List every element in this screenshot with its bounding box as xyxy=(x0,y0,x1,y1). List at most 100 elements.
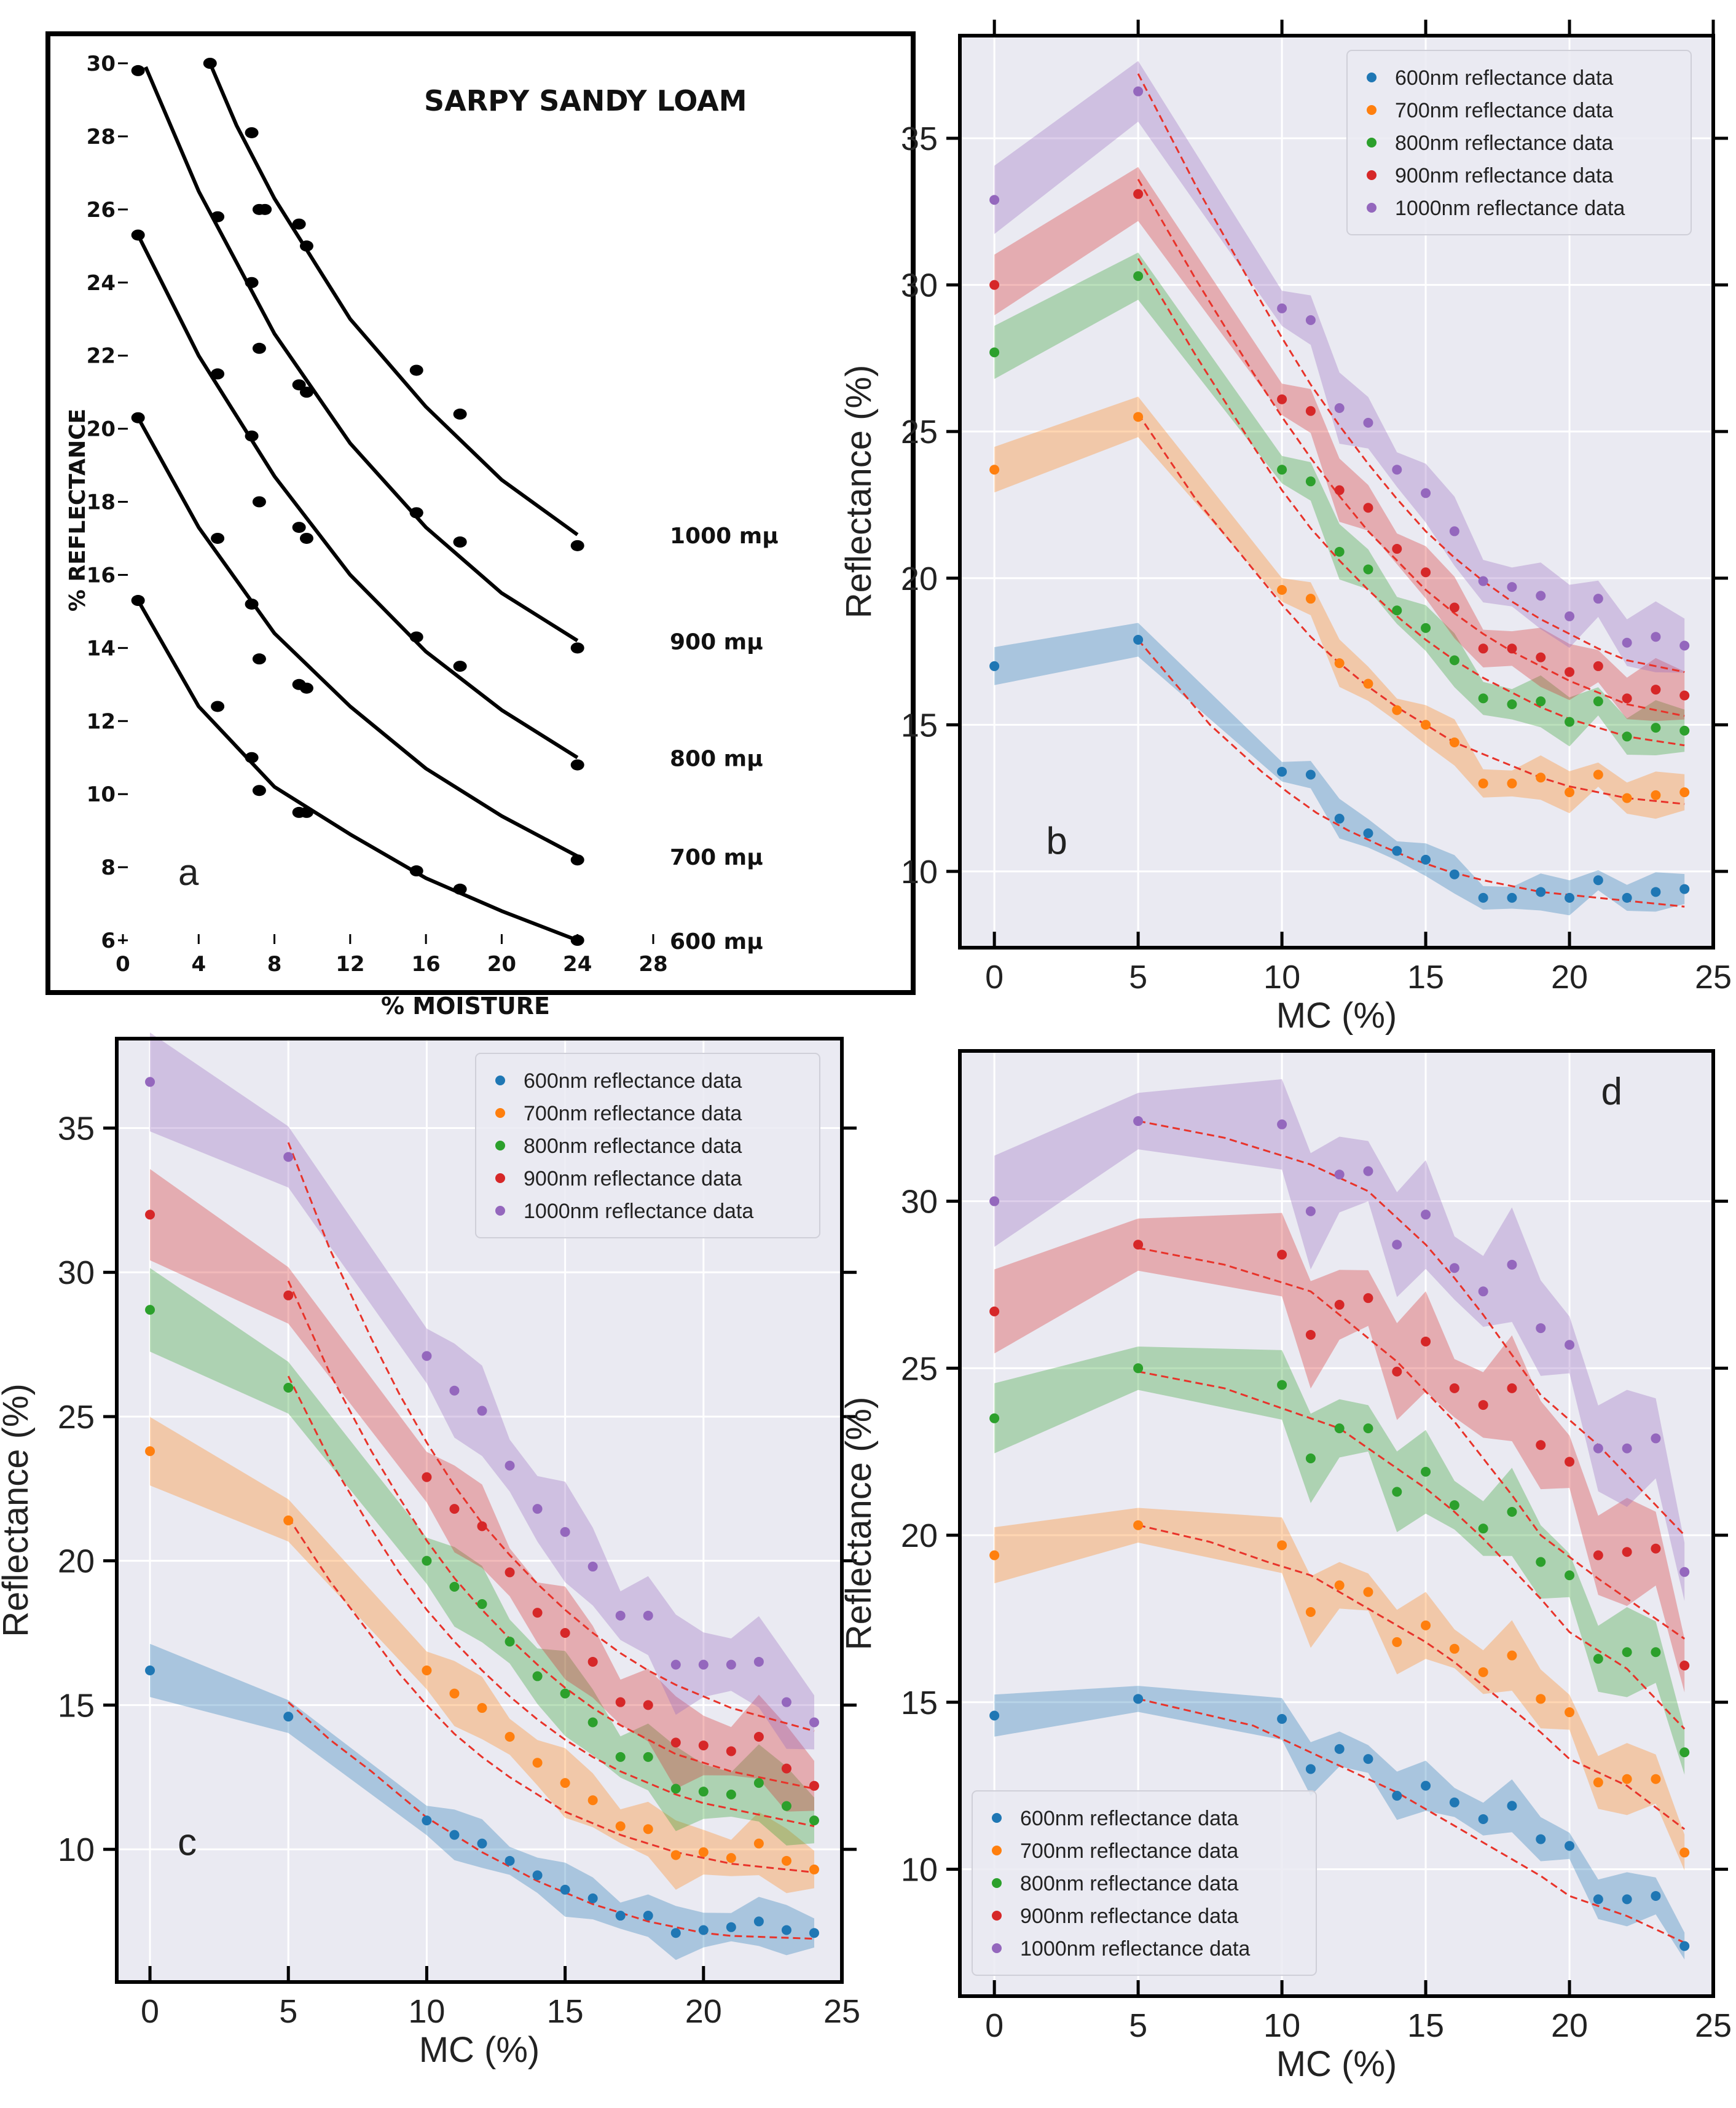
panel-d-point-600nm-reflectance-data xyxy=(1392,1790,1402,1801)
panel-b-point-800nm-reflectance-data xyxy=(1651,723,1661,733)
panel-b-ylabel: Reflectance (%) xyxy=(839,365,879,619)
panel-b-legend-marker xyxy=(1367,203,1377,213)
panel-b-point-700nm-reflectance-data xyxy=(1421,720,1431,730)
panel-c-legend-marker xyxy=(495,1108,505,1118)
panel-c-point-900nm-reflectance-data xyxy=(670,1737,681,1748)
panel-b-point-1000nm-reflectance-data xyxy=(1679,640,1690,651)
panel-c-xtick-label: 5 xyxy=(279,1993,297,2030)
panel-c-point-800nm-reflectance-data xyxy=(449,1581,460,1592)
panel-b-ytick-label: 15 xyxy=(901,707,938,744)
panel-b-point-800nm-reflectance-data xyxy=(1679,725,1690,736)
panel-c-point-800nm-reflectance-data xyxy=(698,1787,709,1797)
panel-b-point-700nm-reflectance-data xyxy=(1334,658,1345,669)
panel-a-point-800-m xyxy=(245,430,259,442)
panel-a-curve-1000-m xyxy=(208,62,579,537)
panel-b-point-600nm-reflectance-data xyxy=(1449,869,1459,879)
panel-a-point-900-m xyxy=(131,65,145,76)
panel-b-point-700nm-reflectance-data xyxy=(1593,769,1603,780)
panel-b-band-900nm-reflectance-data xyxy=(994,167,1685,722)
panel-a-point-1000-m xyxy=(453,408,467,420)
panel-c-xtick-label: 10 xyxy=(408,1993,445,2030)
panel-c-point-700nm-reflectance-data xyxy=(670,1850,681,1860)
panel-c-point-600nm-reflectance-data xyxy=(587,1893,598,1903)
panel-c-point-1000nm-reflectance-data xyxy=(726,1659,736,1670)
panel-b-point-600nm-reflectance-data xyxy=(1133,634,1144,645)
panel-a-point-1000-m xyxy=(245,127,259,138)
panel-a-point-1000-m xyxy=(409,364,423,376)
panel-a-ytick-label: 8 xyxy=(101,855,116,880)
panel-d-point-900nm-reflectance-data xyxy=(989,1306,1000,1316)
panel-d-point-1000nm-reflectance-data xyxy=(1277,1119,1287,1130)
panel-c-point-1000nm-reflectance-data xyxy=(422,1351,432,1361)
panel-d-point-700nm-reflectance-data xyxy=(1305,1607,1316,1618)
panel-c-point-900nm-reflectance-data xyxy=(532,1608,543,1618)
panel-b-point-700nm-reflectance-data xyxy=(1449,737,1459,747)
panel-a-xtick-label: 20 xyxy=(487,952,516,977)
panel-c-ytick-label: 15 xyxy=(58,1687,95,1724)
panel-c-frame xyxy=(115,1037,844,1984)
panel-d-point-1000nm-reflectance-data xyxy=(1133,1116,1144,1127)
panel-b-point-900nm-reflectance-data xyxy=(1478,643,1488,654)
panel-c-point-900nm-reflectance-data xyxy=(560,1628,570,1638)
panel-a-point-900-m xyxy=(453,536,467,548)
panel-c-point-800nm-reflectance-data xyxy=(753,1778,764,1788)
panel-d-point-1000nm-reflectance-data xyxy=(1478,1286,1488,1297)
panel-b-point-700nm-reflectance-data xyxy=(1478,778,1488,789)
panel-c-point-800nm-reflectance-data xyxy=(505,1637,515,1647)
panel-c-band-800nm-reflectance-data xyxy=(150,1268,814,1846)
panel-b-ytick-label: 35 xyxy=(901,120,938,157)
panel-b-point-600nm-reflectance-data xyxy=(1392,846,1402,856)
panel-d-legend: 600nm reflectance data 700nm reflectance … xyxy=(972,1790,1317,1976)
panel-d-point-800nm-reflectance-data xyxy=(1363,1423,1373,1434)
panel-c-point-1000nm-reflectance-data xyxy=(587,1562,598,1572)
panel-a-point-600-m xyxy=(131,595,145,607)
panel-b-point-1000nm-reflectance-data xyxy=(1651,632,1661,642)
panel-c-ytick-label: 10 xyxy=(58,1831,95,1868)
panel-d-legend-marker xyxy=(992,1846,1002,1855)
panel-c-fit-1000nm-reflectance-data xyxy=(287,1142,815,1732)
panel-d-point-900nm-reflectance-data xyxy=(1363,1293,1373,1304)
panel-d-point-600nm-reflectance-data xyxy=(1305,1764,1316,1774)
panel-d-point-900nm-reflectance-data xyxy=(1133,1240,1144,1250)
panel-d-fit-600nm-reflectance-data xyxy=(1137,1697,1685,1944)
panel-d-point-1000nm-reflectance-data xyxy=(1651,1433,1661,1444)
panel-b-xtick-label: 0 xyxy=(985,959,1004,996)
panel-b-point-600nm-reflectance-data xyxy=(1593,875,1603,886)
panel-c-band-700nm-reflectance-data xyxy=(150,1417,814,1894)
panel-d-point-1000nm-reflectance-data xyxy=(1421,1209,1431,1220)
panel-b-legend-label: 900nm reflectance data xyxy=(1395,164,1613,187)
panel-d-legend-box xyxy=(972,1790,1317,1976)
panel-d-fit-900nm-reflectance-data xyxy=(1137,1247,1686,1640)
panel-b-legend-box xyxy=(1346,50,1692,235)
panel-b-xlabel: MC (%) xyxy=(1276,996,1397,1036)
panel-d-point-600nm-reflectance-data xyxy=(1651,1890,1661,1901)
panel-c-point-900nm-reflectance-data xyxy=(505,1567,515,1578)
panel-b-point-600nm-reflectance-data xyxy=(1679,884,1690,894)
panel-d-band-1000nm-reflectance-data xyxy=(994,1079,1685,1602)
panel-b-point-1000nm-reflectance-data xyxy=(1536,591,1546,601)
panel-c-point-700nm-reflectance-data xyxy=(422,1666,432,1676)
panel-c-point-900nm-reflectance-data xyxy=(615,1697,626,1707)
panel-a-point-700-m xyxy=(245,598,259,610)
panel-c-point-800nm-reflectance-data xyxy=(643,1752,653,1762)
panel-d-point-900nm-reflectance-data xyxy=(1565,1457,1575,1467)
panel-b-point-800nm-reflectance-data xyxy=(1305,476,1316,487)
panel-b-point-900nm-reflectance-data xyxy=(1449,602,1459,613)
panel-c-point-1000nm-reflectance-data xyxy=(560,1527,570,1537)
panel-c-fit-600nm-reflectance-data xyxy=(288,1701,815,1940)
panel-a-point-900-m xyxy=(245,277,259,288)
panel-c-point-1000nm-reflectance-data xyxy=(615,1610,626,1621)
panel-d-fit-700nm-reflectance-data xyxy=(1137,1524,1686,1830)
panel-b-point-800nm-reflectance-data xyxy=(989,347,1000,358)
panel-b-point-900nm-reflectance-data xyxy=(1507,643,1517,654)
panel-c-point-700nm-reflectance-data xyxy=(726,1853,736,1863)
panel-a-point-600-m xyxy=(453,883,467,895)
panel-c-legend: 600nm reflectance data 700nm reflectance … xyxy=(475,1053,820,1238)
panel-d-point-900nm-reflectance-data xyxy=(1478,1400,1488,1410)
panel-d-point-1000nm-reflectance-data xyxy=(1305,1206,1316,1216)
panel-c-point-800nm-reflectance-data xyxy=(532,1671,543,1681)
panel-d-point-900nm-reflectance-data xyxy=(1334,1300,1345,1310)
panel-c-point-900nm-reflectance-data xyxy=(753,1731,764,1742)
panel-a-point-800-m xyxy=(570,759,584,771)
panel-d-point-800nm-reflectance-data xyxy=(1449,1500,1459,1511)
